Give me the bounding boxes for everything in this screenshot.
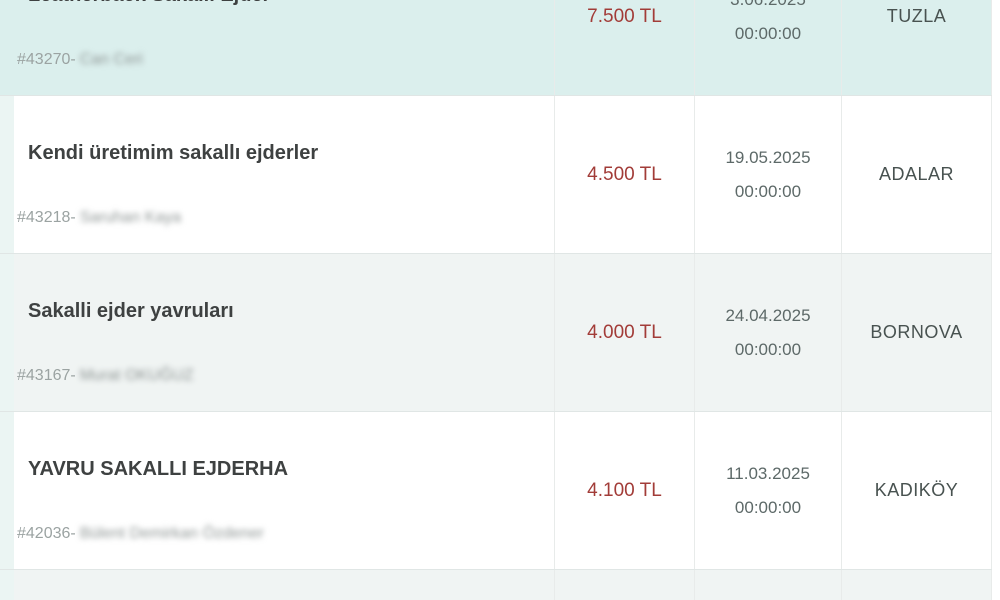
price-cell: 4.500 TL <box>555 96 695 253</box>
price-cell <box>555 570 695 600</box>
left-gutter-strip <box>0 254 14 411</box>
title-cell: Leatherback Sakallı Ejder #43270-Can Cer… <box>14 0 555 95</box>
listing-id: #43270- <box>17 51 76 68</box>
listing-title-link[interactable]: Kendi üretimim sakallı ejderler <box>28 142 319 164</box>
location-cell: ADALAR <box>842 96 992 253</box>
location-label: TUZLA <box>886 6 947 26</box>
listing-id: #43167- <box>17 367 76 384</box>
listing-title-link[interactable]: Leatherback Sakallı Ejder <box>28 0 544 8</box>
date-cell <box>695 570 842 600</box>
date-posted: 11.03.2025 <box>726 463 810 483</box>
left-gutter-strip <box>0 96 14 253</box>
listing-id: #42036- <box>17 525 76 542</box>
seller-name-redacted: Murat OKUĞUZ <box>79 367 194 384</box>
listing-row[interactable] <box>0 570 992 600</box>
left-gutter-strip <box>0 570 14 600</box>
time-posted: 00:00:00 <box>734 497 802 517</box>
listing-id-line: #43218- Saruhan Kaya <box>17 208 544 227</box>
time-posted: 00:00:00 <box>734 23 802 43</box>
time-posted: 00:00:00 <box>734 181 802 201</box>
date-cell: 19.05.2025 00:00:00 <box>695 96 842 253</box>
left-gutter-strip <box>0 0 14 95</box>
location-label: KADIKÖY <box>874 480 959 500</box>
price-label: 4.000 TL <box>587 321 662 343</box>
price-cell: 7.500 TL <box>555 0 695 95</box>
date-posted: 24.04.2025 <box>725 305 811 325</box>
title-cell <box>14 570 555 600</box>
seller-name-redacted: Bülent Demirkan Özdener <box>79 525 264 542</box>
listing-row[interactable]: Kendi üretimim sakallı ejderler #43218- S… <box>0 96 992 254</box>
seller-name-redacted: Saruhan Kaya <box>79 209 182 226</box>
listing-title-link[interactable]: YAVRU SAKALLI EJDERHA <box>28 458 289 480</box>
price-cell: 4.000 TL <box>555 254 695 411</box>
listing-id: #43218- <box>17 209 76 226</box>
date-cell: 11.03.2025 00:00:00 <box>695 412 842 569</box>
listing-row[interactable]: YAVRU SAKALLI EJDERHA #42036- Bülent Demi… <box>0 412 992 570</box>
location-cell: KADIKÖY <box>842 412 992 569</box>
date-posted: 19.05.2025 <box>725 147 811 167</box>
date-posted: 3.06.2025 <box>730 0 806 17</box>
price-label: 4.100 TL <box>587 479 662 501</box>
price-label: 4.500 TL <box>587 163 662 185</box>
title-cell: YAVRU SAKALLI EJDERHA #42036- Bülent Demi… <box>14 412 555 569</box>
location-cell: TUZLA <box>842 0 992 95</box>
location-label: BORNOVA <box>870 322 963 342</box>
listing-title-link[interactable]: Sakalli ejder yavruları <box>28 300 234 322</box>
date-cell: 3.06.2025 00:00:00 <box>695 0 842 95</box>
location-cell: BORNOVA <box>842 254 992 411</box>
listing-id-line: #43167- Murat OKUĞUZ <box>17 366 544 385</box>
listing-row[interactable]: Leatherback Sakallı Ejder #43270-Can Cer… <box>0 0 992 96</box>
title-cell: Kendi üretimim sakallı ejderler #43218- S… <box>14 96 555 253</box>
listing-id-line: #43270- Can Ceri <box>17 50 544 69</box>
time-posted: 00:00:00 <box>734 339 802 359</box>
price-cell: 4.100 TL <box>555 412 695 569</box>
listing-id-line: #42036- Bülent Demirkan Özdener <box>17 524 544 543</box>
location-label: ADALAR <box>878 164 955 184</box>
title-cell: Sakalli ejder yavruları #43167- Murat OKU… <box>14 254 555 411</box>
left-gutter-strip <box>0 412 14 569</box>
date-cell: 24.04.2025 00:00:00 <box>695 254 842 411</box>
location-cell <box>842 570 992 600</box>
price-label: 7.500 TL <box>587 5 662 27</box>
seller-name-redacted: Can Ceri <box>79 51 143 68</box>
listing-row[interactable]: Sakalli ejder yavruları #43167- Murat OKU… <box>0 254 992 412</box>
